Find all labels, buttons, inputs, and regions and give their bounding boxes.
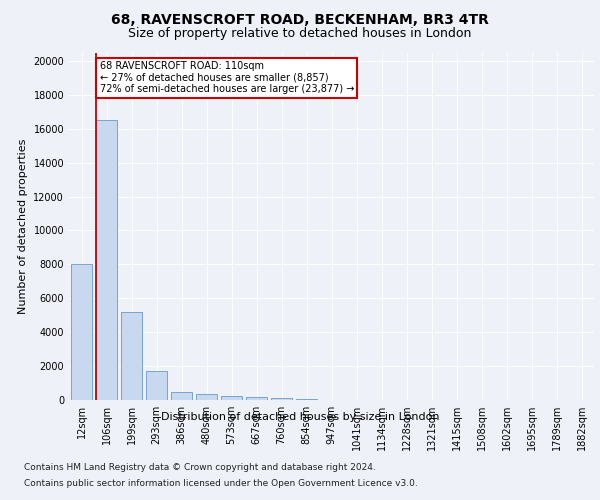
Bar	[171, 392, 192, 400]
Bar	[296, 399, 317, 400]
Bar	[221, 396, 242, 400]
Text: Contains HM Land Registry data © Crown copyright and database right 2024.: Contains HM Land Registry data © Crown c…	[24, 462, 376, 471]
Bar	[246, 398, 267, 400]
Bar	[96, 120, 117, 400]
Text: Distribution of detached houses by size in London: Distribution of detached houses by size …	[161, 412, 439, 422]
Bar	[71, 264, 92, 400]
Bar	[271, 398, 292, 400]
Text: Contains public sector information licensed under the Open Government Licence v3: Contains public sector information licen…	[24, 479, 418, 488]
Y-axis label: Number of detached properties: Number of detached properties	[18, 138, 28, 314]
Bar	[146, 371, 167, 400]
Bar	[196, 394, 217, 400]
Text: 68 RAVENSCROFT ROAD: 110sqm
← 27% of detached houses are smaller (8,857)
72% of : 68 RAVENSCROFT ROAD: 110sqm ← 27% of det…	[100, 61, 354, 94]
Bar	[121, 312, 142, 400]
Text: 68, RAVENSCROFT ROAD, BECKENHAM, BR3 4TR: 68, RAVENSCROFT ROAD, BECKENHAM, BR3 4TR	[111, 12, 489, 26]
Text: Size of property relative to detached houses in London: Size of property relative to detached ho…	[128, 28, 472, 40]
